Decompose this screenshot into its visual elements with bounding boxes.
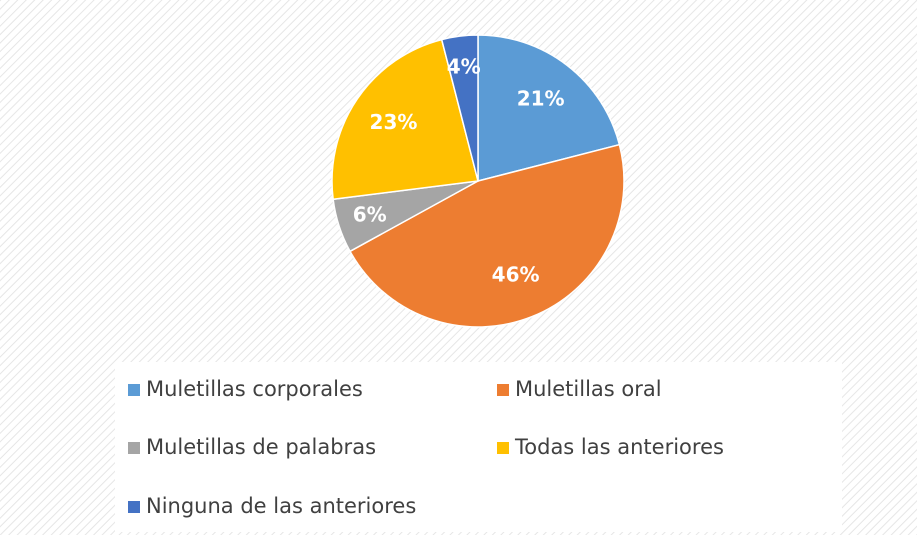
legend-label: Muletillas de palabras [146,435,376,459]
legend-swatch [128,442,140,454]
data-label: 21% [517,87,565,111]
pie-slice [349,143,625,328]
legend-box [115,362,842,532]
legend-swatch [128,384,140,396]
legend-label: Muletillas corporales [146,377,363,401]
data-label: 23% [370,110,418,134]
data-label: 46% [492,263,540,287]
legend-swatch [497,384,509,396]
pie-slice [440,34,479,182]
legend-label: Muletillas oral [515,377,662,401]
pie-slice [477,34,621,182]
legend-label: Todas las anteriores [514,435,724,459]
legend-swatch [497,442,509,454]
pie-slice [331,38,479,201]
data-label: 6% [353,203,387,227]
data-label: 4% [447,55,481,79]
legend-label: Ninguna de las anteriores [146,494,416,518]
legend-swatch [128,501,140,513]
